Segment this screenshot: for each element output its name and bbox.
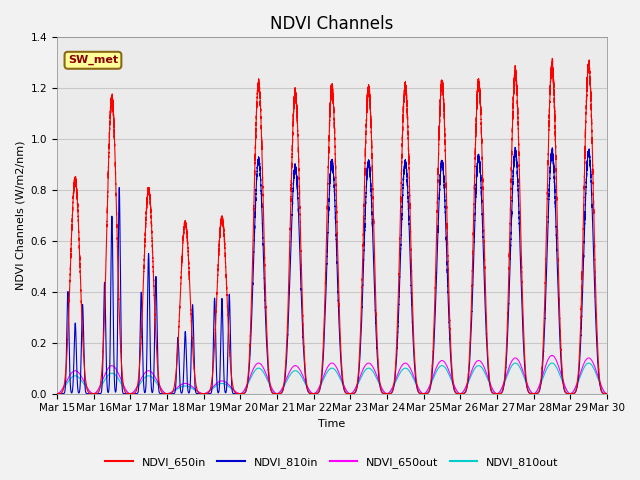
NDVI_810out <box>404 367 412 372</box>
NDVI_810out <box>53 391 61 396</box>
NDVI_810out <box>511 360 519 366</box>
NDVI_650in <box>404 129 412 134</box>
NDVI_810in <box>82 389 90 395</box>
NDVI_650in <box>481 278 489 284</box>
NDVI_810in <box>404 196 412 202</box>
NDVI_650in <box>603 391 611 396</box>
NDVI_650out <box>495 390 503 396</box>
NDVI_650in <box>467 333 474 338</box>
NDVI_650out <box>603 391 611 396</box>
NDVI_650out <box>82 382 90 387</box>
Line: NDVI_810in: NDVI_810in <box>57 147 607 394</box>
NDVI_810in <box>511 144 519 150</box>
NDVI_650out <box>467 372 474 378</box>
NDVI_810out <box>495 390 503 396</box>
NDVI_810out <box>502 374 510 380</box>
NDVI_810in <box>53 391 61 396</box>
Line: NDVI_810out: NDVI_810out <box>57 363 607 394</box>
NDVI_650in <box>495 391 503 396</box>
NDVI_810out <box>82 384 90 389</box>
NDVI_650in <box>82 378 90 384</box>
Line: NDVI_650out: NDVI_650out <box>57 355 607 394</box>
X-axis label: Time: Time <box>318 419 346 429</box>
NDVI_650out <box>502 372 510 378</box>
NDVI_810in <box>236 391 244 396</box>
NDVI_650in <box>53 391 61 396</box>
NDVI_810in <box>467 346 474 352</box>
NDVI_810in <box>495 391 503 396</box>
NDVI_810in <box>502 354 510 360</box>
NDVI_650out <box>481 367 489 373</box>
NDVI_650out <box>404 362 412 368</box>
Y-axis label: NDVI Channels (W/m2/nm): NDVI Channels (W/m2/nm) <box>15 141 25 290</box>
Legend: NDVI_650in, NDVI_810in, NDVI_650out, NDVI_810out: NDVI_650in, NDVI_810in, NDVI_650out, NDV… <box>100 453 563 472</box>
Title: NDVI Channels: NDVI Channels <box>270 15 394 33</box>
NDVI_810in <box>481 306 489 312</box>
NDVI_650in <box>502 342 510 348</box>
NDVI_810out <box>467 375 474 381</box>
Text: SW_met: SW_met <box>68 55 118 65</box>
NDVI_810out <box>603 391 611 396</box>
NDVI_810in <box>603 391 611 396</box>
NDVI_810out <box>481 371 489 376</box>
NDVI_650in <box>548 56 556 61</box>
NDVI_650out <box>53 391 61 396</box>
Line: NDVI_650in: NDVI_650in <box>57 59 607 394</box>
NDVI_650out <box>548 352 556 358</box>
